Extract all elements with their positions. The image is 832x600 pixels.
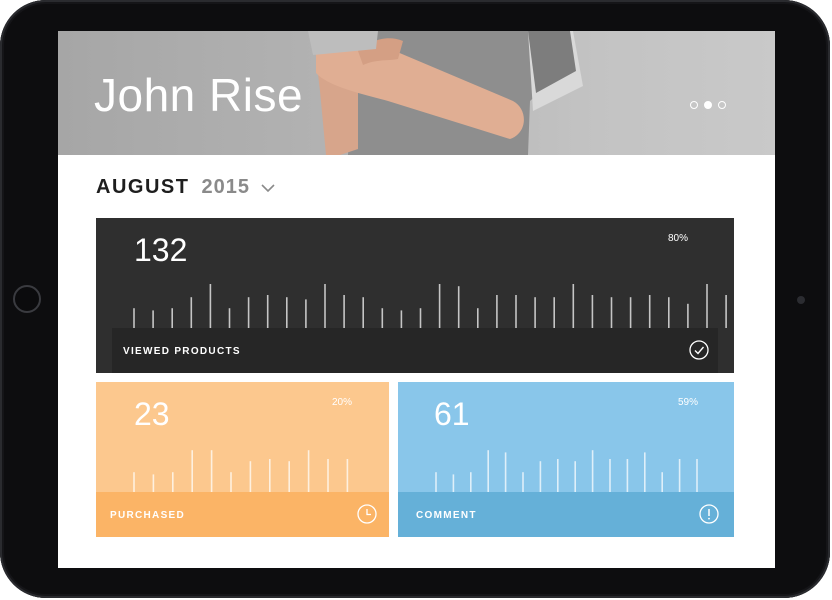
carousel-dot-active[interactable]	[704, 101, 712, 109]
stat-label: PURCHASED	[110, 510, 186, 521]
stat-value: 132	[134, 232, 188, 268]
profile-header: John Rise	[58, 31, 775, 155]
stat-percent: 20%	[332, 397, 353, 408]
bar-sparkline	[133, 450, 349, 492]
period-year: 2015	[201, 176, 250, 198]
bar-sparkline	[133, 284, 727, 328]
period-month: AUGUST	[96, 176, 190, 198]
carousel-dot[interactable]	[690, 101, 698, 109]
carousel-dots	[690, 101, 726, 109]
stat-percent: 80%	[668, 233, 689, 244]
stat-card-viewed-products[interactable]: 132 80% VIEWED PRODUCTS	[96, 218, 734, 373]
stat-card-comment[interactable]: 61 59% COMMENT	[398, 382, 734, 537]
card-footer: COMMENT	[398, 492, 734, 537]
profile-name: John Rise	[94, 69, 304, 121]
exclamation-circle-icon[interactable]	[699, 504, 719, 524]
stat-value: 23	[134, 396, 170, 432]
period-selector[interactable]: AUGUST 2015	[96, 176, 276, 199]
bar-sparkline	[435, 450, 698, 492]
carousel-dot[interactable]	[718, 101, 726, 109]
card-footer: VIEWED PRODUCTS	[112, 328, 718, 373]
card-footer: PURCHASED	[96, 492, 389, 537]
stat-card-purchased[interactable]: 23 20% PURCHASED	[96, 382, 389, 537]
chevron-down-icon[interactable]	[260, 183, 276, 193]
home-button[interactable]	[13, 285, 41, 313]
stat-value: 61	[434, 396, 470, 432]
profile-photo	[308, 31, 583, 155]
stat-label: VIEWED PRODUCTS	[123, 346, 241, 357]
check-circle-icon[interactable]	[689, 340, 709, 360]
stat-label: COMMENT	[416, 510, 477, 521]
camera-dot	[797, 296, 805, 304]
clock-icon[interactable]	[357, 504, 377, 524]
stat-percent: 59%	[678, 397, 699, 408]
screen: John Rise AUGUST 2015 132 80% VIEWED PRO…	[58, 31, 775, 568]
